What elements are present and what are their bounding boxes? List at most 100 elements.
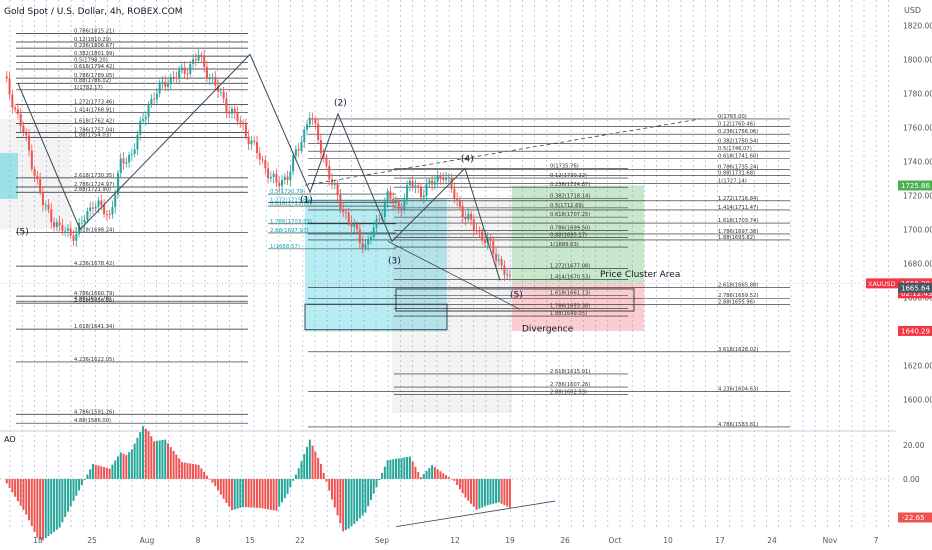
fib-label: 2.618(1730.35) xyxy=(74,173,114,179)
ao-bar xyxy=(300,461,303,479)
fib-label: 0.5(1746.07) xyxy=(718,146,752,152)
candle-body xyxy=(331,179,334,185)
ao-bar xyxy=(86,474,89,479)
candle-body xyxy=(233,108,236,113)
candle-body xyxy=(244,124,247,137)
wave-label: (5) xyxy=(510,290,523,300)
candle-body xyxy=(461,206,464,218)
ao-bar xyxy=(80,478,83,486)
candle-body xyxy=(116,173,119,195)
candle-body xyxy=(275,173,278,183)
candle-body xyxy=(314,119,317,124)
candle-body xyxy=(33,169,36,176)
ao-bar xyxy=(361,478,364,516)
ao-bar xyxy=(503,478,506,506)
candle-body xyxy=(336,184,339,196)
ao-bar xyxy=(475,478,478,510)
ao-bar xyxy=(369,478,372,501)
ao-bar xyxy=(108,468,111,479)
ao-bar xyxy=(172,450,175,479)
candle-body xyxy=(453,188,456,199)
ao-bar xyxy=(428,467,431,479)
fib-label: 1.786(1703.33) xyxy=(270,219,312,225)
ao-bar xyxy=(489,478,492,505)
ao-bar xyxy=(247,478,250,508)
ao-bar xyxy=(242,478,245,508)
fib-label: 0.786(1699.50) xyxy=(550,225,590,231)
price-tick-label: 1620.00 xyxy=(903,361,932,370)
candle-body xyxy=(69,228,72,236)
ao-bar xyxy=(311,445,314,479)
ao-bar xyxy=(347,478,350,529)
ao-bar xyxy=(203,472,206,479)
ao-bar xyxy=(89,469,92,479)
ao-bar xyxy=(342,478,345,532)
ao-bar xyxy=(128,452,131,479)
candle-body xyxy=(175,77,178,79)
candle-body xyxy=(497,259,500,261)
wave-label: (5) xyxy=(16,228,29,238)
annotation-price-cluster: Price Cluster Area xyxy=(600,270,680,280)
candle-body xyxy=(183,67,186,74)
ao-bar xyxy=(136,437,139,479)
fib-label: 0.382(1750.54) xyxy=(718,139,758,145)
ao-bar xyxy=(381,472,384,479)
price-tag-text: 02:12:43 xyxy=(901,290,932,298)
candle-body xyxy=(36,175,39,180)
candle-body xyxy=(111,207,114,215)
ao-bar xyxy=(142,426,144,479)
candle-body xyxy=(386,191,389,204)
price-tag-text: 1640.29 xyxy=(901,327,930,335)
candle-body xyxy=(236,112,239,122)
ao-bar xyxy=(269,478,272,510)
candle-body xyxy=(100,200,103,206)
candle-body xyxy=(30,150,33,170)
ao-bar xyxy=(183,462,186,479)
price-tick-label: 1740.00 xyxy=(903,157,932,166)
candle-body xyxy=(72,235,75,241)
ao-bar xyxy=(403,457,406,479)
candle-body xyxy=(161,81,164,83)
candle-body xyxy=(358,229,361,243)
ao-bar xyxy=(222,478,225,499)
price-tag-box xyxy=(898,282,932,293)
candle-body xyxy=(450,177,453,189)
candle-body xyxy=(400,208,403,210)
ao-bar xyxy=(383,466,386,479)
price-tag-text: XAUUSD xyxy=(868,280,896,288)
candle-body xyxy=(153,98,156,100)
ao-bar xyxy=(189,463,192,479)
price-tag-box xyxy=(898,180,932,191)
candle-body xyxy=(464,217,467,220)
ao-bar xyxy=(445,475,448,479)
candle-body xyxy=(333,184,336,185)
time-tick-label: 12 xyxy=(450,536,460,545)
ao-bar xyxy=(303,453,306,479)
fib-label: 0.618(1713.77) xyxy=(270,201,312,207)
candle-body xyxy=(25,132,28,136)
candle-body xyxy=(178,70,181,79)
ao-bar xyxy=(325,478,328,482)
candle-body xyxy=(83,220,86,223)
time-tick-label: 25 xyxy=(87,536,97,545)
ao-bar xyxy=(439,471,442,479)
candle-body xyxy=(22,126,25,133)
candle-body xyxy=(158,82,161,94)
candle-body xyxy=(239,121,242,123)
level-box xyxy=(395,288,635,312)
symbol-title: Gold Spot / U.S. Dollar, 4h, ROBEX.COM xyxy=(4,7,183,17)
candle-body xyxy=(378,218,381,220)
annotation-divergence: Divergence xyxy=(522,324,574,334)
ao-bar xyxy=(133,443,136,479)
ao-bar xyxy=(164,439,167,479)
fib-label: 0.618(1741.60) xyxy=(718,154,758,160)
fib-label: 4.236(1622.05) xyxy=(74,357,114,363)
ao-bar xyxy=(408,456,411,479)
ao-bar xyxy=(306,446,309,479)
candle-body xyxy=(278,182,281,186)
time-tick-label: Aug xyxy=(140,536,155,545)
price-tick-label: 1760.00 xyxy=(903,123,932,132)
ao-bar xyxy=(292,478,295,481)
candle-body xyxy=(19,113,22,127)
